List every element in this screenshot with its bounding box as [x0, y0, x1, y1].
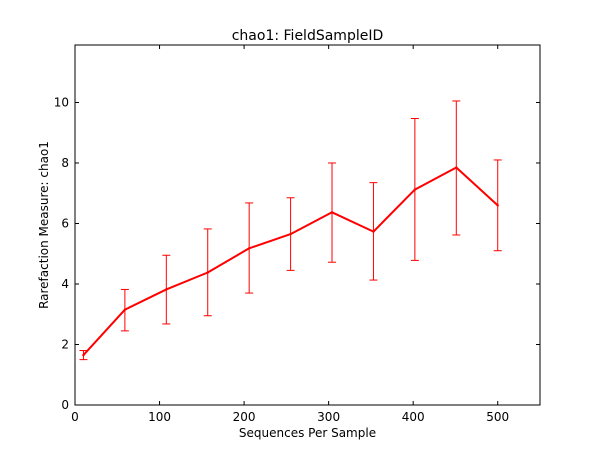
data-point [247, 247, 251, 250]
data-point [165, 288, 168, 291]
x-axis-label: Sequences Per Sample [239, 426, 376, 440]
x-tick-label: 100 [148, 410, 171, 424]
data-point [123, 308, 127, 311]
x-tick-label: 0 [71, 410, 79, 424]
data-point [372, 230, 375, 233]
y-tick-label: 2 [61, 337, 69, 351]
data-point [82, 353, 85, 357]
data-point [206, 271, 209, 274]
y-tick-label: 6 [61, 216, 69, 230]
data-point [330, 211, 334, 214]
x-tick-label: 400 [402, 410, 425, 424]
data-point [413, 188, 417, 191]
x-tick-label: 200 [233, 410, 256, 424]
chart-title: chao1: FieldSampleID [232, 28, 384, 44]
plot-frame [74, 44, 541, 406]
x-tick-label: 300 [317, 410, 340, 424]
y-tick-label: 8 [61, 156, 69, 170]
y-tick-label: 4 [61, 277, 69, 291]
data-point [289, 232, 292, 236]
y-tick-label: 0 [61, 398, 69, 412]
x-tick-label: 500 [486, 410, 509, 424]
y-axis-label: Rarefaction Measure: chao1 [37, 141, 51, 309]
y-tick-label: 10 [54, 95, 69, 109]
data-point [455, 166, 458, 169]
data-point [496, 204, 499, 207]
